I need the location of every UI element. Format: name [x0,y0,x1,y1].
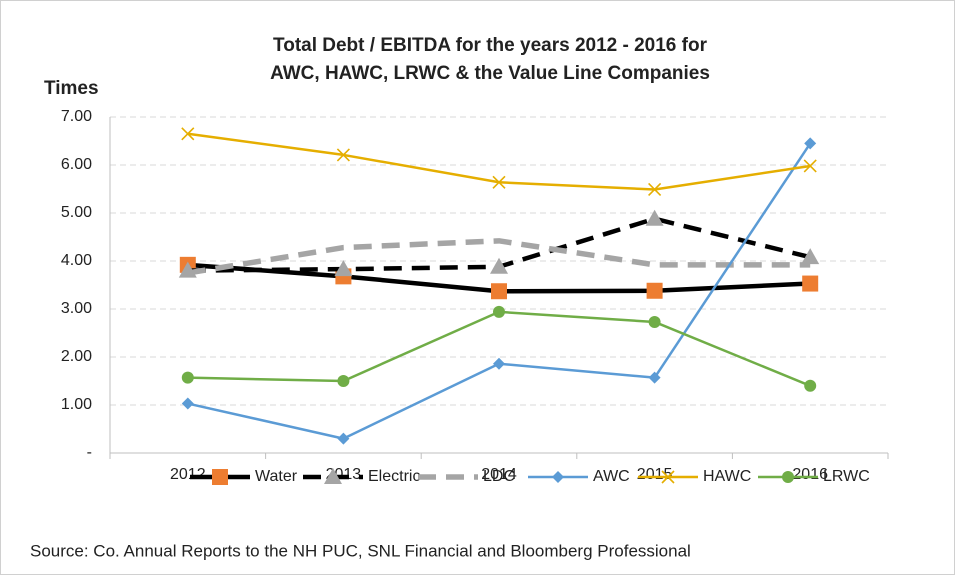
marker [324,468,342,484]
legend-label: LRWC [823,468,870,485]
marker [337,432,350,445]
marker [802,275,819,292]
chart-title: Total Debt / EBITDA for the years 2012 -… [273,35,708,56]
marker [648,315,661,328]
series-line [187,238,811,276]
marker [490,257,508,274]
x-tick-label: 2015 [637,466,673,483]
marker [648,371,661,384]
x-tick-label: 2014 [481,466,517,483]
marker [801,248,820,265]
y-tick-label: 4.00 [61,252,92,269]
marker [181,127,195,141]
chart-title: AWC, HAWC, LRWC & the Value Line Compani… [270,63,710,84]
marker [492,175,506,189]
marker [804,379,817,392]
legend-label: Water [255,468,298,485]
y-tick-label: 5.00 [61,204,92,221]
marker [803,159,817,173]
marker [181,371,194,384]
marker [646,282,663,299]
marker [212,469,228,485]
legend-label: Electric [368,468,420,485]
marker [336,148,350,162]
y-tick-label: 1.00 [61,396,92,413]
marker [181,397,194,410]
y-tick-label: 2.00 [61,348,92,365]
marker [493,357,505,370]
marker [804,137,817,150]
y-tick-label: - [87,444,92,461]
marker [782,471,794,483]
legend-label: AWC [593,468,630,485]
marker [552,471,564,483]
marker [491,283,507,300]
marker [334,260,353,277]
marker [648,182,662,197]
x-tick-label: 2016 [792,466,828,483]
legend-label: HAWC [703,468,751,485]
marker [337,375,350,387]
marker [645,209,664,226]
marker [493,305,505,318]
x-tick-label: 2012 [170,466,206,483]
y-tick-label: 7.00 [61,108,92,125]
source-note: Source: Co. Annual Reports to the NH PUC… [30,541,691,560]
marker [661,470,675,484]
y-tick-label: 3.00 [61,300,92,317]
legend-label: LDC [483,468,515,485]
y-tick-label: 6.00 [61,156,92,173]
y-axis-label: Times [44,78,99,99]
